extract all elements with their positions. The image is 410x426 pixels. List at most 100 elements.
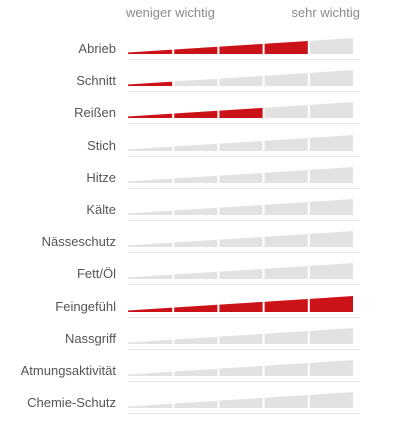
rating-segment-empty [174,336,218,344]
criterion-label: Reißen [74,105,116,121]
rating-baseline [128,91,360,93]
rating-segment-empty [264,201,308,215]
rating-segment-empty [128,403,173,409]
criterion-row: Hitze [0,163,410,191]
rating-baseline [128,381,360,382]
rating-segment-empty [309,166,353,183]
rating-segment-empty [309,102,353,119]
rating-segment-empty [309,231,353,248]
rating-baseline [128,220,360,221]
scale-header: weniger wichtig sehr wichtig [0,5,410,25]
rating-segment-empty [219,398,263,409]
rating-segment-empty [264,266,308,280]
criterion-row: Schnitt [0,66,410,94]
rating-segment-empty [309,263,353,280]
rating-segment-empty [219,237,263,248]
criterion-label: Atmungsaktivität [20,363,116,378]
criterion-row: Reißen [0,98,410,126]
rating-segment-filled [128,114,173,119]
criterion-label: Nässeschutz [41,234,116,250]
importance-rating [128,134,353,151]
rating-segment-filled [128,49,173,54]
rating-segment-filled [128,307,173,312]
rating-segment-empty [174,143,218,151]
rating-baseline [128,413,360,415]
rating-segment-empty [309,70,353,87]
criterion-label: Feingefühl [55,298,116,314]
rating-segment-empty [309,360,353,376]
rating-segment-empty [219,140,263,151]
criterion-row: Nassgriff [0,324,410,352]
rating-segment-empty [128,210,173,215]
rating-segment-empty [219,365,263,376]
criterion-label: Hitze [86,169,116,185]
criterion-row: Stich [0,131,410,159]
rating-segment-filled [174,111,218,119]
rating-segment-empty [174,272,218,280]
importance-rating [128,102,353,119]
criterion-label: Chemie-Schutz [27,395,116,411]
rating-segment-empty [309,134,353,151]
criterion-row: Abrieb [0,34,410,62]
criterion-label: Kälte [86,202,116,217]
rating-segment-empty [174,400,218,409]
rating-segment-filled [219,301,263,312]
rating-segment-empty [174,175,218,183]
importance-rating [128,392,353,409]
rating-segment-filled [219,43,263,54]
importance-rating [128,263,353,280]
rating-baseline [128,59,360,60]
rating-segment-filled [128,81,173,87]
importance-rating [128,231,353,248]
scale-high-label: sehr wichtig [291,5,360,20]
rating-segment-empty [174,239,218,248]
rating-segment-empty [174,207,218,215]
rating-segment-empty [264,234,308,248]
rating-baseline [128,348,360,350]
rating-segment-filled [264,298,308,312]
rating-segment-empty [219,204,263,215]
importance-rating [128,295,353,312]
rating-segment-empty [128,339,173,344]
importance-rating [128,70,353,87]
rating-segment-filled [174,304,218,312]
rating-segment-empty [264,73,308,87]
criterion-row: Fett/Öl [0,259,410,287]
rating-segment-empty [219,333,263,344]
rating-segment-empty [309,327,353,344]
criterion-label: Abrieb [78,41,116,56]
rating-baseline [128,284,360,286]
rating-baseline [128,123,360,125]
rating-baseline [128,252,360,254]
criterion-row: Kälte [0,195,410,223]
rating-segment-empty [128,178,173,183]
rating-segment-empty [264,105,308,119]
importance-rating [128,166,353,183]
rating-segment-empty [174,368,218,376]
criterion-row: Nässeschutz [0,227,410,255]
rating-segment-empty [309,38,353,54]
rating-segment-empty [128,146,173,151]
rating-baseline [128,155,360,157]
rating-segment-empty [264,137,308,151]
rating-baseline [128,316,360,318]
criterion-row: Feingefühl [0,292,410,320]
criterion-label: Stich [87,137,116,153]
importance-rating [128,360,353,376]
criterion-label: Nassgriff [64,330,116,346]
rating-baseline [128,187,360,189]
rating-segment-empty [264,169,308,183]
rating-segment-empty [264,362,308,376]
importance-rating [128,327,353,344]
rating-segment-filled [174,46,218,54]
rating-segment-empty [264,330,308,344]
criterion-row: Atmungsaktivität [0,356,410,384]
rating-segment-filled [264,40,308,54]
rating-segment-filled [219,108,263,119]
importance-rating [128,38,353,54]
rating-segment-empty [174,78,218,87]
rating-segment-empty [128,242,173,248]
rating-segment-empty [219,76,263,87]
rating-segment-empty [128,371,173,376]
criterion-row: Chemie-Schutz [0,388,410,416]
